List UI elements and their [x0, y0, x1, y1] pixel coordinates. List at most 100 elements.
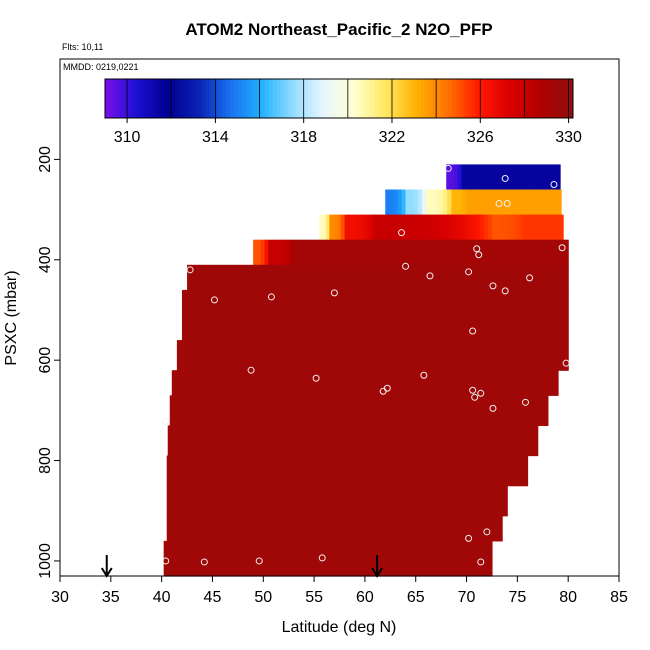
heatmap-cell: [179, 540, 185, 577]
sample-point: [200, 558, 208, 566]
heatmap-cell: [322, 515, 328, 542]
heatmap-cell: [493, 164, 498, 191]
heatmap-cell: [526, 370, 531, 396]
heatmap-cell: [264, 239, 269, 266]
heatmap-cell: [430, 189, 435, 216]
heatmap-cell: [540, 340, 545, 371]
heatmap-cell: [471, 485, 476, 517]
heatmap-cell: [475, 214, 481, 241]
heatmap-cell: [199, 264, 204, 291]
heatmap-cell: [480, 395, 485, 427]
heatmap-cell: [227, 264, 232, 291]
heatmap-cell: [387, 455, 392, 487]
heatmap-cell: [327, 370, 332, 396]
heatmap-cell: [536, 164, 541, 191]
heatmap-cell: [400, 425, 406, 457]
heatmap-cell: [345, 289, 350, 341]
heatmap-cell: [496, 289, 502, 341]
heatmap-cell: [425, 189, 431, 216]
heatmap-cell: [326, 515, 332, 542]
heatmap-cell: [376, 395, 382, 427]
heatmap-cell: [223, 540, 229, 577]
heatmap-cell: [525, 189, 531, 216]
heatmap-cell: [315, 370, 320, 396]
heatmap-cell: [513, 189, 519, 216]
heatmap-cell: [430, 370, 436, 396]
heatmap-cell: [187, 540, 193, 577]
heatmap-cell: [435, 540, 441, 577]
heatmap-cell: [455, 455, 460, 487]
heatmap-cell: [443, 264, 449, 291]
heatmap-cell: [420, 289, 426, 341]
heatmap-cell: [332, 425, 338, 457]
colorbar-swatch: [253, 79, 258, 118]
heatmap-cell: [440, 239, 446, 266]
heatmap-cell: [411, 485, 416, 517]
heatmap-cell: [548, 340, 553, 371]
heatmap-cell: [533, 425, 539, 457]
heatmap-cell: [320, 340, 326, 371]
heatmap-cell: [467, 214, 473, 241]
sample-point: [426, 272, 434, 280]
heatmap-cell: [404, 340, 410, 371]
colorbar-swatch: [222, 79, 227, 118]
colorbar-swatch: [237, 79, 242, 118]
heatmap-cell: [247, 370, 253, 396]
heatmap-cell: [421, 189, 427, 216]
heatmap-cell: [194, 485, 200, 517]
heatmap-cell: [387, 214, 392, 241]
heatmap-cell: [312, 340, 318, 371]
heatmap-cell: [295, 264, 300, 291]
heatmap-cell: [269, 289, 275, 341]
heatmap-cell: [348, 214, 353, 241]
heatmap-cell: [354, 485, 360, 517]
heatmap-cell: [489, 164, 494, 191]
colorbar-swatch: [397, 79, 402, 118]
heatmap-cell: [203, 264, 208, 291]
heatmap-cell: [318, 515, 324, 542]
heatmap-cell: [375, 540, 381, 577]
heatmap-cell: [404, 395, 410, 427]
heatmap-cell: [278, 515, 284, 542]
heatmap-cell: [276, 340, 282, 371]
y-tick-label: 800: [37, 447, 54, 474]
heatmap-cell: [443, 485, 448, 517]
heatmap-cell: [185, 395, 191, 427]
heatmap-cell: [257, 395, 262, 427]
sample-point: [469, 386, 477, 394]
heatmap-cell: [190, 515, 196, 542]
heatmap-cell: [317, 239, 323, 266]
heatmap-cell: [195, 540, 201, 577]
heatmap-cell: [389, 289, 394, 341]
heatmap-cell: [296, 340, 302, 371]
heatmap-cell: [197, 289, 203, 341]
heatmap-cell: [434, 515, 439, 542]
heatmap-cell: [468, 340, 473, 371]
heatmap-cell: [251, 370, 257, 396]
colorbar-swatch: [300, 79, 305, 118]
heatmap-cell: [534, 370, 539, 396]
heatmap-cell: [351, 455, 356, 487]
heatmap-cell: [520, 164, 526, 191]
heatmap-cell: [250, 515, 256, 542]
colorbar-swatch: [444, 79, 449, 118]
heatmap-cell: [292, 340, 298, 371]
heatmap-cell: [375, 485, 380, 517]
heatmap-cell: [399, 485, 404, 517]
colorbar-swatch: [186, 79, 192, 118]
heatmap-cell: [302, 515, 308, 542]
heatmap-cell: [471, 540, 477, 577]
heatmap-cell: [208, 340, 214, 371]
heatmap-cell: [403, 214, 408, 241]
sample-point: [477, 558, 485, 566]
sample-point: [383, 384, 391, 392]
heatmap-cell: [536, 289, 541, 341]
heatmap-cell: [479, 540, 485, 577]
heatmap-cell: [311, 264, 317, 291]
heatmap-cell: [320, 425, 326, 457]
heatmap-cell: [460, 239, 466, 266]
heatmap-cell: [299, 370, 304, 396]
sample-point: [402, 262, 410, 270]
heatmap-cell: [278, 455, 284, 487]
sample-point: [495, 200, 503, 208]
